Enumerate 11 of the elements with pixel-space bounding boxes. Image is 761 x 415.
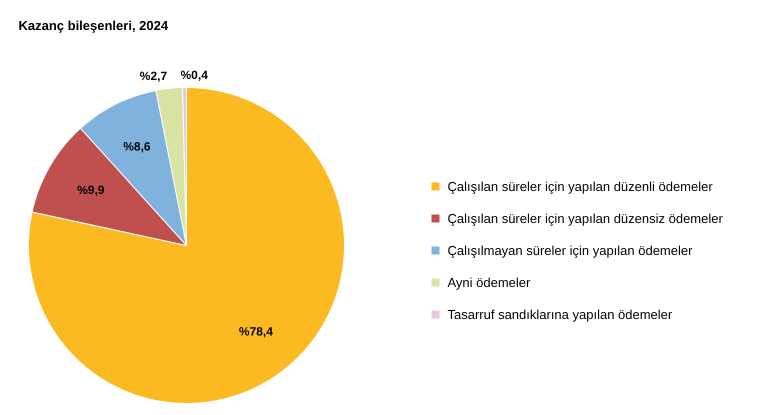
legend-label: Çalışılan süreler için yapılan düzensiz ödemeler bbox=[448, 211, 724, 226]
data-label: %9,9 bbox=[77, 183, 105, 198]
chart-title: Kazanç bileşenleri, 2024 bbox=[18, 18, 169, 33]
data-label: %2,7 bbox=[140, 68, 168, 83]
legend-label: Çalışılan süreler için yapılan düzenli ödemeler bbox=[448, 179, 714, 194]
legend-label: Tasarruf sandıklarına yapılan ödemeler bbox=[448, 307, 673, 322]
data-label: %78,4 bbox=[238, 324, 274, 339]
legend-label: Ayni ödemeler bbox=[448, 275, 532, 290]
data-label: %8,6 bbox=[123, 140, 151, 154]
legend-label: Çalışılmayan süreler için yapılan ödemeler bbox=[448, 243, 694, 258]
data-label: %0,4 bbox=[180, 68, 208, 82]
